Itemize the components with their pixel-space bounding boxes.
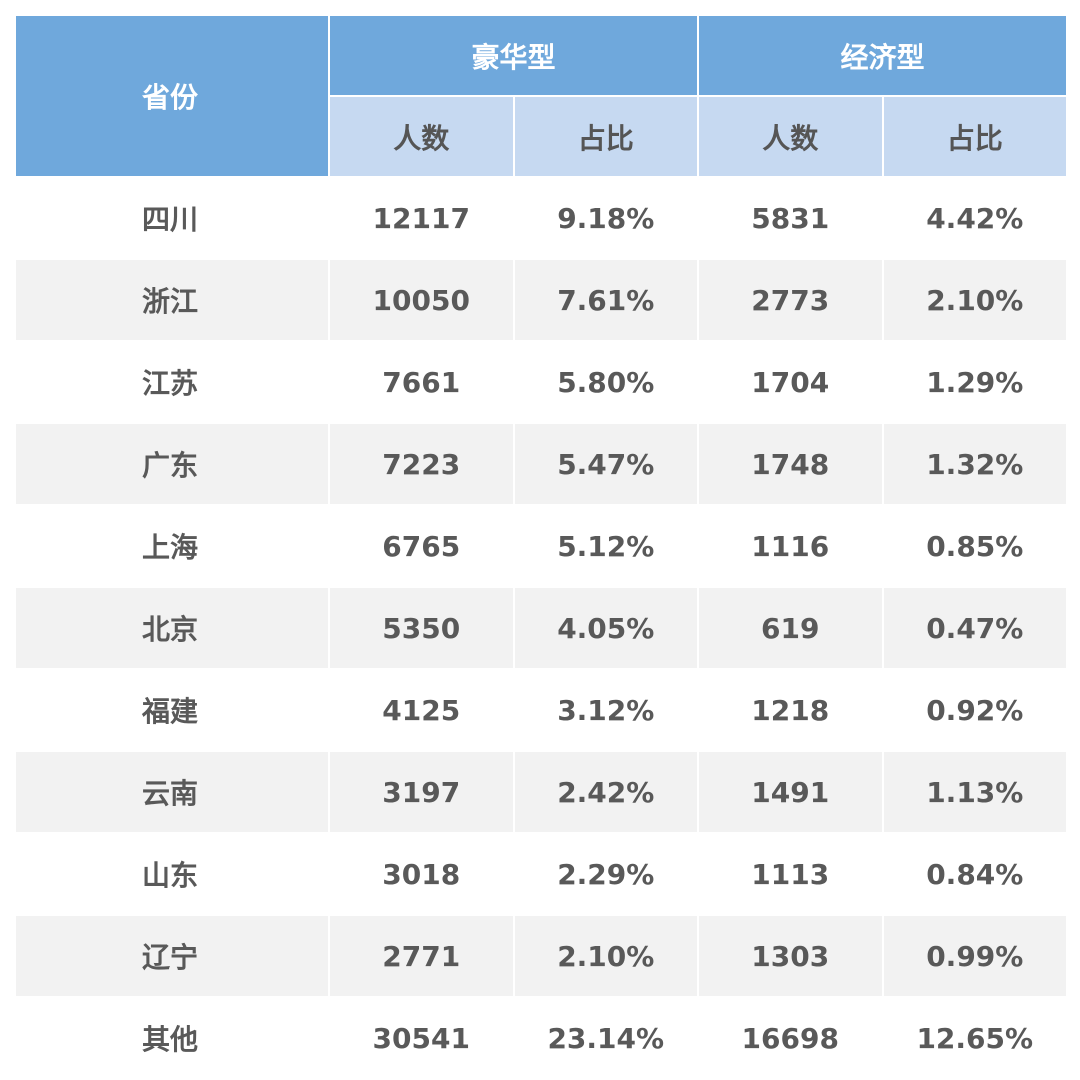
- cell-economy-ratio: 12.65%: [881, 996, 1069, 1080]
- cell-economy-ratio: 0.99%: [881, 914, 1069, 998]
- cell-luxury-ratio: 23.14%: [512, 996, 700, 1080]
- header-luxury: 豪华型: [327, 14, 700, 97]
- cell-luxury-ratio: 2.29%: [512, 832, 700, 916]
- cell-luxury-ratio: 9.18%: [512, 176, 700, 260]
- cell-economy-ratio: 0.85%: [881, 504, 1069, 588]
- cell-luxury-count: 3018: [328, 832, 515, 916]
- cell-economy-ratio: 0.47%: [881, 586, 1069, 670]
- header-province: 省份: [14, 14, 330, 178]
- cell-luxury-ratio: 5.80%: [512, 340, 700, 424]
- data-table-container: 省份 豪华型 经济型 人数 占比 人数 占比 四川 12117 9.18% 58…: [14, 14, 1069, 1080]
- cell-economy-count: 1116: [697, 504, 884, 588]
- cell-economy-count: 5831: [697, 176, 884, 260]
- cell-luxury-count: 3197: [328, 750, 515, 834]
- table-body: 四川 12117 9.18% 5831 4.42% 浙江 10050 7.61%…: [14, 176, 1069, 1080]
- table-row: 四川 12117 9.18% 5831 4.42%: [14, 176, 1069, 260]
- cell-province: 辽宁: [14, 914, 330, 998]
- cell-economy-ratio: 2.10%: [881, 258, 1069, 342]
- cell-luxury-ratio: 7.61%: [512, 258, 700, 342]
- cell-province: 山东: [14, 832, 330, 916]
- cell-economy-count: 1113: [697, 832, 884, 916]
- header-economy-ratio: 占比: [881, 95, 1069, 178]
- table-header: 省份 豪华型 经济型 人数 占比 人数 占比: [14, 14, 1069, 178]
- cell-luxury-ratio: 5.47%: [512, 422, 700, 506]
- table-row: 山东 3018 2.29% 1113 0.84%: [14, 832, 1069, 916]
- cell-luxury-count: 30541: [328, 996, 515, 1080]
- table-row: 辽宁 2771 2.10% 1303 0.99%: [14, 914, 1069, 998]
- cell-province: 云南: [14, 750, 330, 834]
- cell-province: 福建: [14, 668, 330, 752]
- cell-luxury-count: 2771: [328, 914, 515, 998]
- cell-luxury-count: 12117: [328, 176, 515, 260]
- table-row: 其他 30541 23.14% 16698 12.65%: [14, 996, 1069, 1080]
- cell-province: 浙江: [14, 258, 330, 342]
- header-luxury-ratio: 占比: [512, 95, 700, 178]
- province-stats-table: 省份 豪华型 经济型 人数 占比 人数 占比 四川 12117 9.18% 58…: [14, 14, 1069, 1080]
- cell-economy-count: 1303: [697, 914, 884, 998]
- cell-economy-count: 16698: [697, 996, 884, 1080]
- table-row: 云南 3197 2.42% 1491 1.13%: [14, 750, 1069, 834]
- cell-luxury-count: 10050: [328, 258, 515, 342]
- header-economy: 经济型: [697, 14, 1069, 97]
- cell-luxury-ratio: 4.05%: [512, 586, 700, 670]
- cell-province: 广东: [14, 422, 330, 506]
- table-row: 浙江 10050 7.61% 2773 2.10%: [14, 258, 1069, 342]
- cell-luxury-ratio: 3.12%: [512, 668, 700, 752]
- cell-economy-count: 1218: [697, 668, 884, 752]
- cell-economy-count: 2773: [697, 258, 884, 342]
- cell-economy-ratio: 1.32%: [881, 422, 1069, 506]
- header-luxury-count: 人数: [328, 95, 515, 178]
- cell-luxury-ratio: 5.12%: [512, 504, 700, 588]
- cell-luxury-count: 5350: [328, 586, 515, 670]
- cell-economy-count: 1491: [697, 750, 884, 834]
- table-row: 北京 5350 4.05% 619 0.47%: [14, 586, 1069, 670]
- header-economy-count: 人数: [697, 95, 884, 178]
- cell-economy-ratio: 0.92%: [881, 668, 1069, 752]
- cell-luxury-ratio: 2.10%: [512, 914, 700, 998]
- cell-province: 其他: [14, 996, 330, 1080]
- table-row: 上海 6765 5.12% 1116 0.85%: [14, 504, 1069, 588]
- table-row: 福建 4125 3.12% 1218 0.92%: [14, 668, 1069, 752]
- cell-luxury-count: 7223: [328, 422, 515, 506]
- cell-province: 四川: [14, 176, 330, 260]
- cell-economy-count: 1748: [697, 422, 884, 506]
- cell-luxury-count: 4125: [328, 668, 515, 752]
- cell-province: 江苏: [14, 340, 330, 424]
- cell-economy-count: 1704: [697, 340, 884, 424]
- cell-economy-count: 619: [697, 586, 884, 670]
- cell-economy-ratio: 1.13%: [881, 750, 1069, 834]
- cell-province: 北京: [14, 586, 330, 670]
- table-row: 江苏 7661 5.80% 1704 1.29%: [14, 340, 1069, 424]
- cell-luxury-count: 6765: [328, 504, 515, 588]
- cell-economy-ratio: 1.29%: [881, 340, 1069, 424]
- cell-luxury-ratio: 2.42%: [512, 750, 700, 834]
- cell-economy-ratio: 4.42%: [881, 176, 1069, 260]
- cell-province: 上海: [14, 504, 330, 588]
- cell-luxury-count: 7661: [328, 340, 515, 424]
- table-row: 广东 7223 5.47% 1748 1.32%: [14, 422, 1069, 506]
- cell-economy-ratio: 0.84%: [881, 832, 1069, 916]
